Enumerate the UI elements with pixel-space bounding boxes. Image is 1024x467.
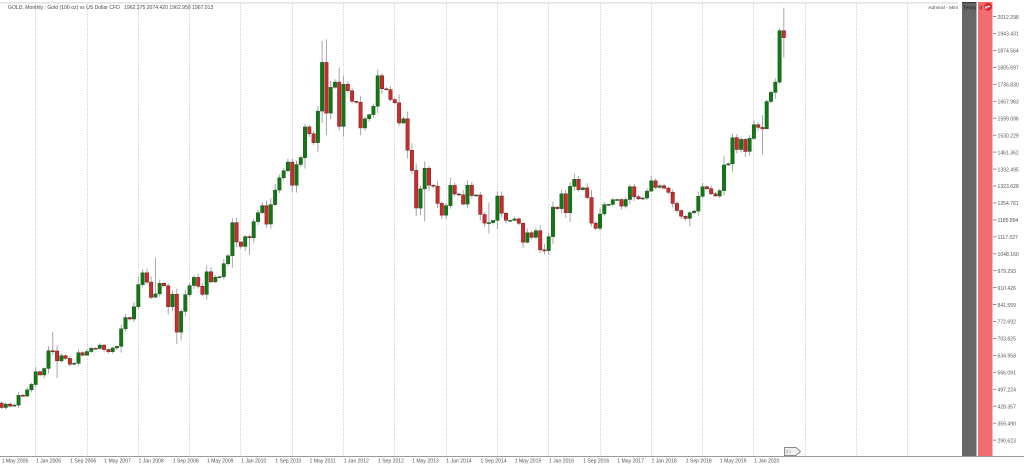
svg-text:1048.160: 1048.160	[998, 252, 1019, 258]
svg-text:1 May 2017: 1 May 2017	[617, 459, 644, 465]
svg-text:1 Jan 2012: 1 Jan 2012	[344, 459, 369, 465]
svg-text:1 Jan 2010: 1 Jan 2010	[241, 459, 266, 465]
svg-text:1 Jan 2006: 1 Jan 2006	[36, 459, 61, 465]
svg-text:1 May 2007: 1 May 2007	[104, 459, 131, 465]
svg-text:1 Jan 2008: 1 Jan 2008	[139, 459, 164, 465]
svg-text:2012.298: 2012.298	[998, 15, 1019, 21]
svg-text:Admiral - Mini: Admiral - Mini	[928, 5, 958, 11]
svg-text:1874.564: 1874.564	[998, 49, 1019, 55]
svg-text:1323.628: 1323.628	[998, 184, 1019, 190]
svg-text:979.293: 979.293	[998, 269, 1017, 275]
svg-text:1599.096: 1599.096	[998, 116, 1019, 122]
svg-text:1 Sep 2014: 1 Sep 2014	[481, 459, 507, 465]
svg-text:1 Jan 2018: 1 Jan 2018	[652, 459, 677, 465]
svg-text:497.224: 497.224	[998, 388, 1017, 394]
svg-text:1 Jan 2020: 1 Jan 2020	[754, 459, 779, 465]
svg-text:1530.229: 1530.229	[998, 133, 1019, 139]
svg-text:Termi: Termi	[963, 5, 976, 11]
svg-text:428.357: 428.357	[998, 404, 1017, 410]
svg-text:1 Jan 2014: 1 Jan 2014	[446, 459, 471, 465]
svg-text:634.958: 634.958	[998, 354, 1017, 360]
svg-text:1117.027: 1117.027	[998, 235, 1019, 241]
svg-text:841.559: 841.559	[998, 303, 1017, 309]
svg-text:703.825: 703.825	[998, 337, 1017, 343]
svg-text:1 May 2019: 1 May 2019	[720, 459, 747, 465]
svg-text:772.692: 772.692	[998, 320, 1017, 326]
svg-text:1 Sep 2006: 1 Sep 2006	[70, 459, 96, 465]
svg-text:1 Sep 2016: 1 Sep 2016	[583, 459, 609, 465]
svg-text:1185.894: 1185.894	[998, 218, 1019, 224]
svg-text:910.426: 910.426	[998, 286, 1017, 292]
svg-text:290.623: 290.623	[998, 438, 1017, 444]
svg-text:1392.495: 1392.495	[998, 167, 1019, 173]
svg-text:566.091: 566.091	[998, 371, 1017, 377]
svg-text:1254.761: 1254.761	[998, 201, 1019, 207]
svg-text:1 Sep 2008: 1 Sep 2008	[173, 459, 199, 465]
svg-text:1 May 2013: 1 May 2013	[412, 459, 439, 465]
svg-text:1736.830: 1736.830	[998, 83, 1019, 89]
svg-text:GOLD, Monthly : Gold (100 oz): GOLD, Monthly : Gold (100 oz) vs US Doll…	[8, 5, 213, 11]
svg-text:1 Sep 2012: 1 Sep 2012	[378, 459, 404, 465]
svg-text:1 Jan 2016: 1 Jan 2016	[549, 459, 574, 465]
svg-text:1461.362: 1461.362	[998, 150, 1019, 156]
svg-text:1667.963: 1667.963	[998, 100, 1019, 106]
svg-text:1 Sep 2010: 1 Sep 2010	[275, 459, 301, 465]
svg-text:1 May 2011: 1 May 2011	[310, 459, 336, 465]
svg-text:1 May 2009: 1 May 2009	[207, 459, 234, 465]
svg-text:1805.697: 1805.697	[998, 66, 1019, 72]
svg-text:359.490: 359.490	[998, 421, 1017, 427]
svg-text:1 Sep 2018: 1 Sep 2018	[686, 459, 712, 465]
svg-text:1943.431: 1943.431	[998, 32, 1019, 38]
svg-text:1 May 2005: 1 May 2005	[2, 459, 29, 465]
svg-text:1 May 2015: 1 May 2015	[515, 459, 542, 465]
svg-text:d: d	[979, 5, 982, 11]
